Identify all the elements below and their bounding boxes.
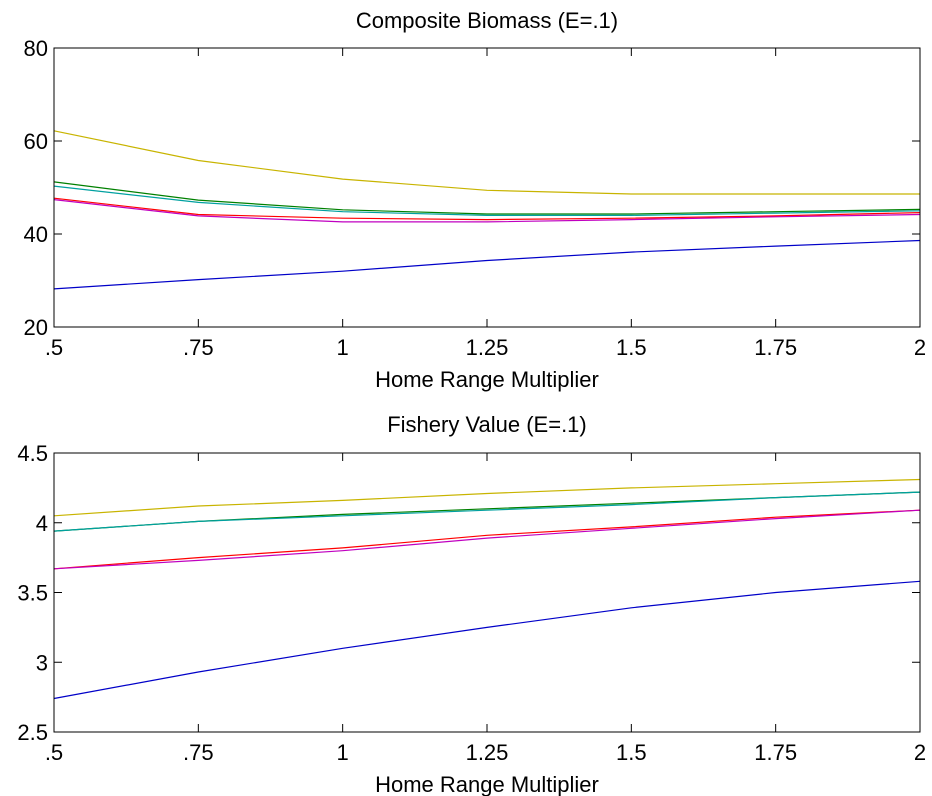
fishery-value-panel: Fishery Value (E=.1) .5 .75 1 1.25 1.5 1.75 2 2.… <box>17 412 926 796</box>
biomass-y-tick-label: 40 <box>24 222 48 247</box>
fishery-x-tick-label: .5 <box>45 740 63 765</box>
biomass-series-line-3 <box>53 185 921 216</box>
fishery-x-tick-label: 1.75 <box>754 740 797 765</box>
biomass-axes-frame <box>53 47 921 328</box>
fishery-chart-title: Fishery Value (E=.1) <box>387 412 587 437</box>
fishery-x-tick-label: 1 <box>337 740 349 765</box>
fishery-series-line-2 <box>53 491 921 532</box>
fishery-series-line-4 <box>53 509 921 570</box>
fishery-y-tick-label: 4 <box>36 511 48 536</box>
fishery-series-line-6 <box>53 580 921 700</box>
biomass-series-line-6 <box>53 239 921 290</box>
fishery-x-tick-label: 2 <box>914 740 926 765</box>
biomass-series-line-1 <box>53 130 920 195</box>
biomass-x-tick-label: .5 <box>45 335 63 360</box>
biomass-chart-title: Composite Biomass (E=.1) <box>356 8 618 33</box>
fishery-y-tick-label: 3.5 <box>17 581 48 606</box>
biomass-x-tick-label: 1.75 <box>754 335 797 360</box>
fishery-y-tick-label: 2.5 <box>17 720 48 745</box>
fishery-x-tick-label: 1.5 <box>616 740 647 765</box>
biomass-y-tick-label: 80 <box>24 36 48 61</box>
biomass-series-line-4 <box>53 197 921 221</box>
fishery-x-tick-label: 1.25 <box>466 740 509 765</box>
biomass-x-tick-label: .75 <box>183 335 214 360</box>
fishery-y-tick-label: 4.5 <box>17 441 48 466</box>
fishery-series-line-1 <box>53 478 921 517</box>
fishery-x-axis-title: Home Range Multiplier <box>375 772 599 796</box>
fishery-axes-frame <box>53 452 921 733</box>
fishery-series-line-3 <box>53 491 921 532</box>
biomass-y-tick-label: 20 <box>24 315 48 340</box>
fishery-y-tick-label: 3 <box>36 650 48 675</box>
fishery-series-line-5 <box>53 509 921 570</box>
biomass-x-tick-label: 1.25 <box>466 335 509 360</box>
biomass-series-line-5 <box>53 199 921 223</box>
biomass-x-axis-title: Home Range Multiplier <box>375 367 599 392</box>
fishery-x-tick-label: .75 <box>183 740 214 765</box>
biomass-x-tick-label: 2 <box>914 335 926 360</box>
composite-biomass-panel: Composite Biomass (E=.1) .5 .75 1 1.25 1.5 1.7… <box>24 8 927 392</box>
biomass-y-tick-label: 60 <box>24 129 48 154</box>
biomass-x-tick-label: 1 <box>337 335 349 360</box>
biomass-x-tick-label: 1.5 <box>616 335 647 360</box>
biomass-series-line-2 <box>53 181 921 215</box>
